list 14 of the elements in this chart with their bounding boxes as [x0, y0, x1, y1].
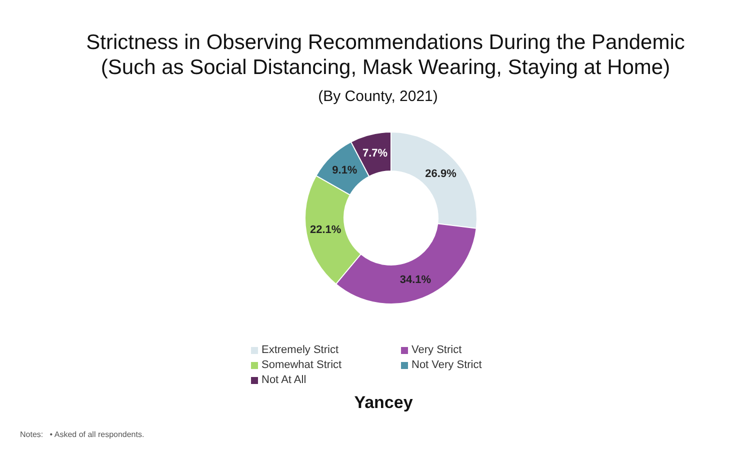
- data-label: 9.1%: [332, 164, 358, 176]
- data-label: 26.9%: [425, 168, 457, 180]
- data-label: 34.1%: [400, 274, 432, 286]
- legend-label: Somewhat Strict: [262, 359, 342, 371]
- data-label: 22.1%: [310, 224, 342, 236]
- chart-title: Strictness in Observing Recommendations During the Pandemic (Such as Social Distancing, Mask Wearing, Staying at Home): [85, 30, 686, 80]
- text: Yancey: [353, 393, 414, 413]
- chart-subtitle: (By County, 2021): [317, 88, 439, 105]
- legend-label: Very Strict: [412, 344, 462, 356]
- text: Notes: • Asked of all respondents.: [20, 430, 144, 439]
- legend-label: Not Very Strict: [412, 359, 482, 371]
- data-label: 7.7%: [362, 147, 388, 160]
- legend-label: Not At All: [262, 374, 306, 386]
- legend-label: Extremely Strict: [262, 344, 339, 356]
